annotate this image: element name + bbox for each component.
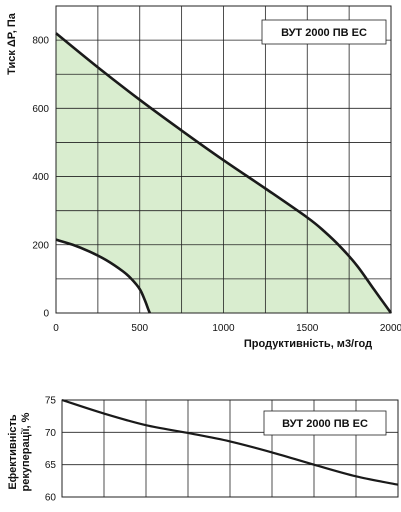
efficiency-model-tag-box xyxy=(263,410,387,436)
pressure-model-tag: ВУТ 2000 ПВ ЕС xyxy=(281,27,367,39)
pressure-x-tick-label: 1500 xyxy=(296,323,319,334)
pressure-y-tick-label: 0 xyxy=(43,309,49,320)
pressure-y-tick-label: 200 xyxy=(32,240,49,251)
pressure-y-label: Тиск ΔP, Па xyxy=(6,12,18,75)
pressure-y-tick-label: 600 xyxy=(32,104,49,115)
pressure-model-tag-box xyxy=(261,19,387,45)
efficiency-y-ticks: 60 65 70 75 xyxy=(45,396,57,504)
pressure-x-tick-label: 2000 xyxy=(380,323,401,334)
efficiency-model-tag: ВУТ 2000 ПВ ЕС xyxy=(282,418,368,430)
efficiency-y-tick-label: 60 xyxy=(45,493,57,504)
pressure-y-tick-label: 400 xyxy=(32,172,49,183)
min-pressure-curve xyxy=(55,238,152,314)
efficiency-curve xyxy=(61,398,399,486)
efficiency-y-label-line2: рекуперації, % xyxy=(20,412,32,491)
pressure-x-ticks: 0 500 1000 1500 2000 xyxy=(53,323,401,334)
efficiency-y-tick-label: 70 xyxy=(45,428,57,439)
pressure-y-ticks: 0 200 400 600 800 xyxy=(32,36,49,320)
efficiency-chart: 60 65 70 75 ВУТ 2000 ПВ ЕС Ефективність рек… xyxy=(7,396,399,504)
pressure-x-label: Продуктивність, м3/год xyxy=(244,338,372,350)
pressure-x-tick-label: 1000 xyxy=(212,323,235,334)
pressure-y-tick-label: 800 xyxy=(32,36,49,47)
pressure-x-tick-label: 0 xyxy=(53,323,59,334)
efficiency-y-tick-label: 65 xyxy=(45,460,57,471)
efficiency-y-label-line1: Ефективність xyxy=(7,414,19,490)
pressure-chart-frame xyxy=(55,5,392,314)
efficiency-chart-frame xyxy=(61,399,399,498)
pressure-x-tick-label: 500 xyxy=(131,323,148,334)
max-pressure-curve xyxy=(55,32,393,314)
pressure-chart: 0 200 400 600 800 0 500 1000 1500 2000 ВУТ 2000 … xyxy=(6,5,401,350)
efficiency-y-tick-label: 75 xyxy=(45,396,57,407)
